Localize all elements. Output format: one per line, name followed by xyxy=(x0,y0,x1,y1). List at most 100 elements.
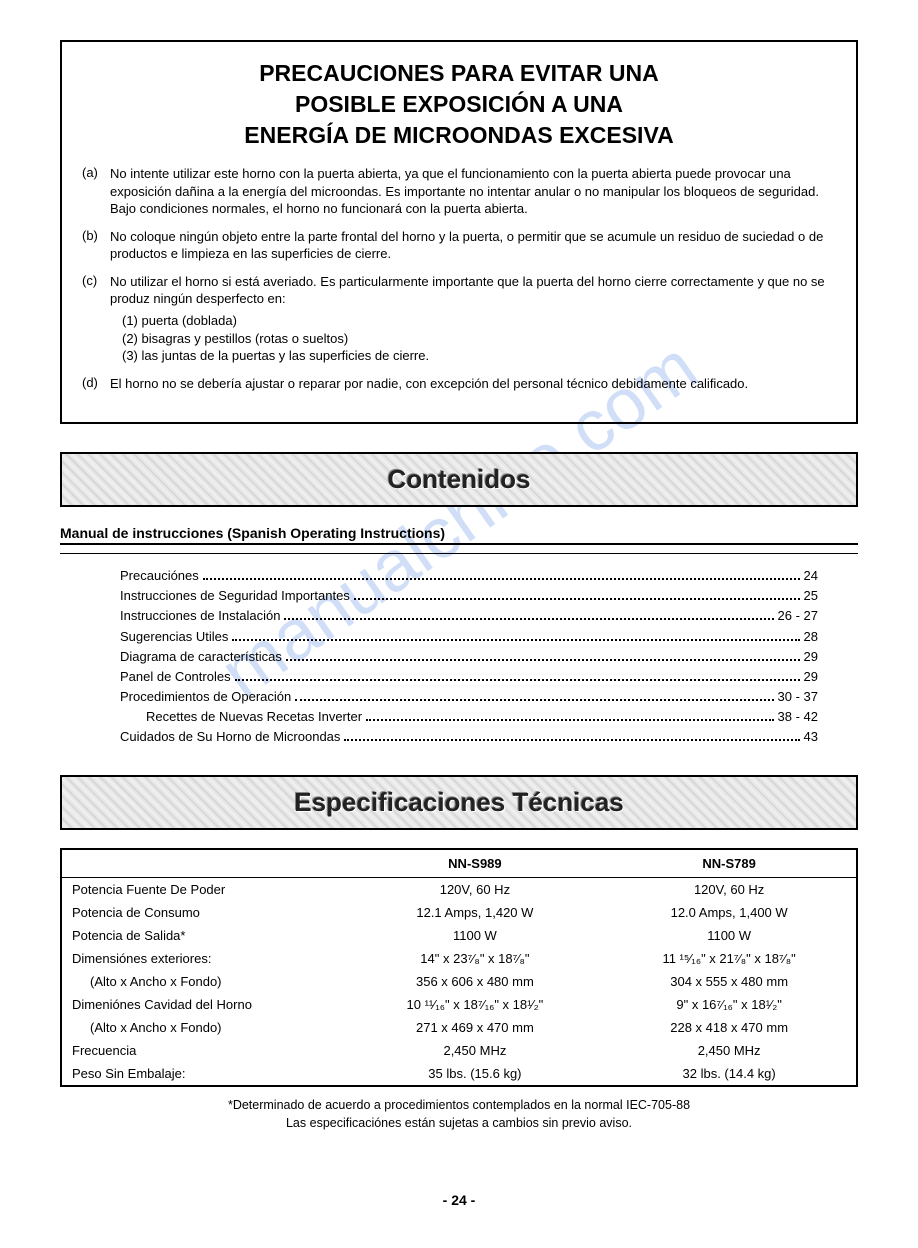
toc-dots xyxy=(203,578,800,580)
toc-row: Procedimientos de Operación30 - 37 xyxy=(120,687,818,707)
spec-val1: 12.1 Amps, 1,420 W xyxy=(348,901,603,924)
toc-label: Precauciónes xyxy=(120,566,199,586)
title-line2: POSIBLE EXPOSICIÓN A UNA xyxy=(82,89,836,120)
subitem-2: (2) bisagras y pestillos (rotas o suelto… xyxy=(122,330,836,348)
item-label: (a) xyxy=(82,165,110,218)
spec-label: Dimensiónes exteriores: xyxy=(61,947,348,970)
subitem-1: (1) puerta (doblada) xyxy=(122,312,836,330)
table-row: Dimeniónes Cavidad del Horno10 ¹¹⁄₁₆" x … xyxy=(61,993,857,1016)
page-number: - 24 - xyxy=(60,1192,858,1208)
spec-val2: 9" x 16⁷⁄₁₆" x 18¹⁄₂" xyxy=(602,993,857,1016)
toc-page: 28 xyxy=(804,627,818,647)
spec-val2: 32 lbs. (14.4 kg) xyxy=(602,1062,857,1086)
item-label: (c) xyxy=(82,273,110,365)
contents-banner: Contenidos xyxy=(60,452,858,507)
toc-dots xyxy=(366,719,773,721)
contents-subhead: Manual de instrucciones (Spanish Operati… xyxy=(60,525,858,545)
spec-val1: 356 x 606 x 480 mm xyxy=(348,970,603,993)
item-label: (d) xyxy=(82,375,110,393)
item-text-c: No utilizar el horno si está averiado. E… xyxy=(110,274,825,307)
toc-dots xyxy=(232,639,799,641)
toc-label: Instrucciones de Seguridad Importantes xyxy=(120,586,350,606)
toc-row: Instrucciones de Seguridad Importantes 25 xyxy=(120,586,818,606)
col-model1: NN-S989 xyxy=(348,849,603,878)
spec-label: (Alto x Ancho x Fondo) xyxy=(61,1016,348,1039)
spec-val2: 11 ¹⁵⁄₁₆" x 21⁷⁄₈" x 18⁷⁄₈" xyxy=(602,947,857,970)
spec-val1: 2,450 MHz xyxy=(348,1039,603,1062)
spec-val2: 12.0 Amps, 1,400 W xyxy=(602,901,857,924)
toc-dots xyxy=(295,699,773,701)
footnote: *Determinado de acuerdo a procedimientos… xyxy=(60,1097,858,1132)
table-row: Dimensiónes exteriores:14" x 23⁷⁄₈" x 18… xyxy=(61,947,857,970)
spec-val1: 1100 W xyxy=(348,924,603,947)
specs-table: NN-S989 NN-S789 Potencia Fuente De Poder… xyxy=(60,848,858,1087)
toc-label: Diagrama de características xyxy=(120,647,282,667)
spec-val2: 228 x 418 x 470 mm xyxy=(602,1016,857,1039)
spec-label: Peso Sin Embalaje: xyxy=(61,1062,348,1086)
toc-page: 25 xyxy=(804,586,818,606)
toc-row: Sugerencias Utiles 28 xyxy=(120,627,818,647)
item-text: El horno no se debería ajustar o reparar… xyxy=(110,375,836,393)
toc-dots xyxy=(235,679,800,681)
footnote-line1: *Determinado de acuerdo a procedimientos… xyxy=(60,1097,858,1115)
spec-val1: 120V, 60 Hz xyxy=(348,878,603,902)
toc-row: Cuidados de Su Horno de Microondas 43 xyxy=(120,727,818,747)
table-row: Potencia de Consumo12.1 Amps, 1,420 W12.… xyxy=(61,901,857,924)
toc-row: Panel de Controles 29 xyxy=(120,667,818,687)
toc-label: Cuidados de Su Horno de Microondas xyxy=(120,727,340,747)
toc-dots xyxy=(286,659,800,661)
table-row: Potencia Fuente De Poder120V, 60 Hz120V,… xyxy=(61,878,857,902)
spec-val2: 304 x 555 x 480 mm xyxy=(602,970,857,993)
toc-label: Sugerencias Utiles xyxy=(120,627,228,647)
toc-label: Instrucciones de Instalación xyxy=(120,606,280,626)
precaution-item-a: (a) No intente utilizar este horno con l… xyxy=(82,165,836,218)
spec-label: Potencia de Consumo xyxy=(61,901,348,924)
item-text: No intente utilizar este horno con la pu… xyxy=(110,165,836,218)
spec-val1: 10 ¹¹⁄₁₆" x 18⁷⁄₁₆" x 18¹⁄₂" xyxy=(348,993,603,1016)
spec-val1: 271 x 469 x 470 mm xyxy=(348,1016,603,1039)
toc-label: Panel de Controles xyxy=(120,667,231,687)
table-of-contents: Precauciónes 24 Instrucciones de Segurida… xyxy=(120,566,858,747)
toc-row: Precauciónes 24 xyxy=(120,566,818,586)
divider xyxy=(60,553,858,554)
table-row: (Alto x Ancho x Fondo)271 x 469 x 470 mm… xyxy=(61,1016,857,1039)
spec-val1: 14" x 23⁷⁄₈" x 18⁷⁄₈" xyxy=(348,947,603,970)
precaution-item-b: (b) No coloque ningún objeto entre la pa… xyxy=(82,228,836,263)
precautions-title: PRECAUCIONES PARA EVITAR UNA POSIBLE EXP… xyxy=(82,58,836,151)
toc-row: Recettes de Nuevas Recetas Inverter 38 - … xyxy=(146,707,818,727)
precaution-sublist: (1) puerta (doblada) (2) bisagras y pest… xyxy=(110,312,836,365)
toc-row: Instrucciones de Instalación 26 - 27 xyxy=(120,606,818,626)
toc-label: Recettes de Nuevas Recetas Inverter xyxy=(146,707,362,727)
toc-page: 29 xyxy=(804,667,818,687)
spec-val2: 120V, 60 Hz xyxy=(602,878,857,902)
item-label: (b) xyxy=(82,228,110,263)
toc-page: 38 - 42 xyxy=(778,707,818,727)
toc-page: 24 xyxy=(804,566,818,586)
toc-page: 43 xyxy=(804,727,818,747)
table-row: Peso Sin Embalaje:35 lbs. (15.6 kg)32 lb… xyxy=(61,1062,857,1086)
item-text: No coloque ningún objeto entre la parte … xyxy=(110,228,836,263)
spec-val2: 1100 W xyxy=(602,924,857,947)
spec-val1: 35 lbs. (15.6 kg) xyxy=(348,1062,603,1086)
table-row: Potencia de Salida*1100 W1100 W xyxy=(61,924,857,947)
toc-page: 29 xyxy=(804,647,818,667)
toc-label: Procedimientos de Operación xyxy=(120,687,291,707)
spec-label: Dimeniónes Cavidad del Horno xyxy=(61,993,348,1016)
spec-label: Potencia Fuente De Poder xyxy=(61,878,348,902)
precaution-item-d: (d) El horno no se debería ajustar o rep… xyxy=(82,375,836,393)
toc-dots xyxy=(284,618,773,620)
toc-row: Diagrama de características 29 xyxy=(120,647,818,667)
col-label-blank xyxy=(61,849,348,878)
subitem-3: (3) las juntas de la puertas y las super… xyxy=(122,347,836,365)
table-row: Frecuencia2,450 MHz2,450 MHz xyxy=(61,1039,857,1062)
table-header-row: NN-S989 NN-S789 xyxy=(61,849,857,878)
precaution-item-c: (c) No utilizar el horno si está averiad… xyxy=(82,273,836,365)
toc-page: 26 - 27 xyxy=(778,606,818,626)
title-line3: ENERGÍA DE MICROONDAS EXCESIVA xyxy=(82,120,836,151)
table-row: (Alto x Ancho x Fondo)356 x 606 x 480 mm… xyxy=(61,970,857,993)
spec-label: Frecuencia xyxy=(61,1039,348,1062)
spec-label: Potencia de Salida* xyxy=(61,924,348,947)
title-line1: PRECAUCIONES PARA EVITAR UNA xyxy=(82,58,836,89)
precautions-box: PRECAUCIONES PARA EVITAR UNA POSIBLE EXP… xyxy=(60,40,858,424)
col-model2: NN-S789 xyxy=(602,849,857,878)
